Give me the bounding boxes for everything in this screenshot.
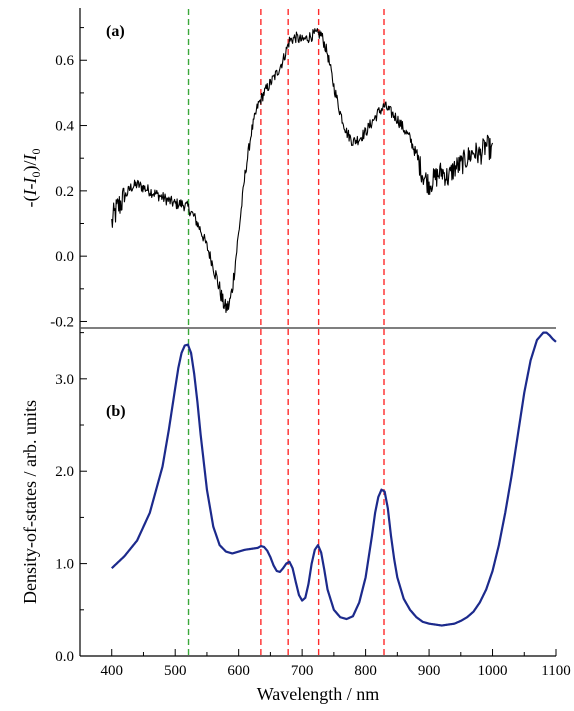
b-ytick-label-2: 2.0 bbox=[55, 464, 74, 480]
y-axis-title-a-part-4: 0 bbox=[29, 172, 43, 178]
y-axis-title-b: Density-of-states / arb. units bbox=[20, 400, 40, 604]
panel-label-b: (b) bbox=[106, 403, 126, 420]
a-ytick-label-0: -0.2 bbox=[50, 314, 74, 330]
b-ytick-label-3: 3.0 bbox=[55, 372, 74, 388]
xtick-label-7: 1100 bbox=[541, 663, 570, 679]
xtick-label-3: 700 bbox=[291, 663, 314, 679]
y-axis-title-a-part-0: -( bbox=[20, 196, 41, 208]
xtick-label-6: 1000 bbox=[478, 663, 508, 679]
y-axis-title-a-part-2: - bbox=[20, 184, 40, 190]
panel-b: 0.0 1.0 2.0 3.0 (b) Density-of-states / arb. … bbox=[20, 329, 557, 665]
panel-label-a: (a) bbox=[106, 23, 125, 40]
b-series-line-0 bbox=[110, 331, 557, 627]
y-axis-title-a-part-3: I bbox=[20, 177, 40, 185]
y-axis-title-a: -(I-I0)/I0 bbox=[20, 149, 43, 208]
a-ytick-label-4: 0.6 bbox=[55, 53, 74, 69]
xtick-label-1: 500 bbox=[164, 663, 187, 679]
xtick-label-4: 800 bbox=[354, 663, 377, 679]
xtick-label-5: 900 bbox=[418, 663, 441, 679]
figure-frame: 400 500 600 700 800 900 1000 1100 Wavelength / n… bbox=[79, 8, 571, 704]
y-axis-title-a-part-7: 0 bbox=[29, 149, 43, 155]
a-series-line-0 bbox=[111, 28, 494, 313]
y-axis-title-a-part-6: I bbox=[20, 154, 40, 162]
a-ytick-label-3: 0.4 bbox=[55, 119, 74, 135]
b-ytick-label-1: 1.0 bbox=[55, 557, 74, 573]
y-axis-title-a-part-1: I bbox=[20, 189, 40, 197]
a-ytick-label-2: 0.2 bbox=[55, 184, 74, 200]
panel-a: -0.20.00.20.40.6(a)-(I-I0)/I0 bbox=[20, 9, 494, 330]
xtick-label-0: 400 bbox=[100, 663, 123, 679]
b-ytick-label-0: 0.0 bbox=[55, 649, 74, 665]
x-axis-title: Wavelength / nm bbox=[257, 684, 380, 704]
a-ytick-label-1: 0.0 bbox=[55, 249, 74, 265]
xtick-label-2: 600 bbox=[227, 663, 250, 679]
y-axis-title-a-part-5: )/ bbox=[20, 161, 41, 172]
